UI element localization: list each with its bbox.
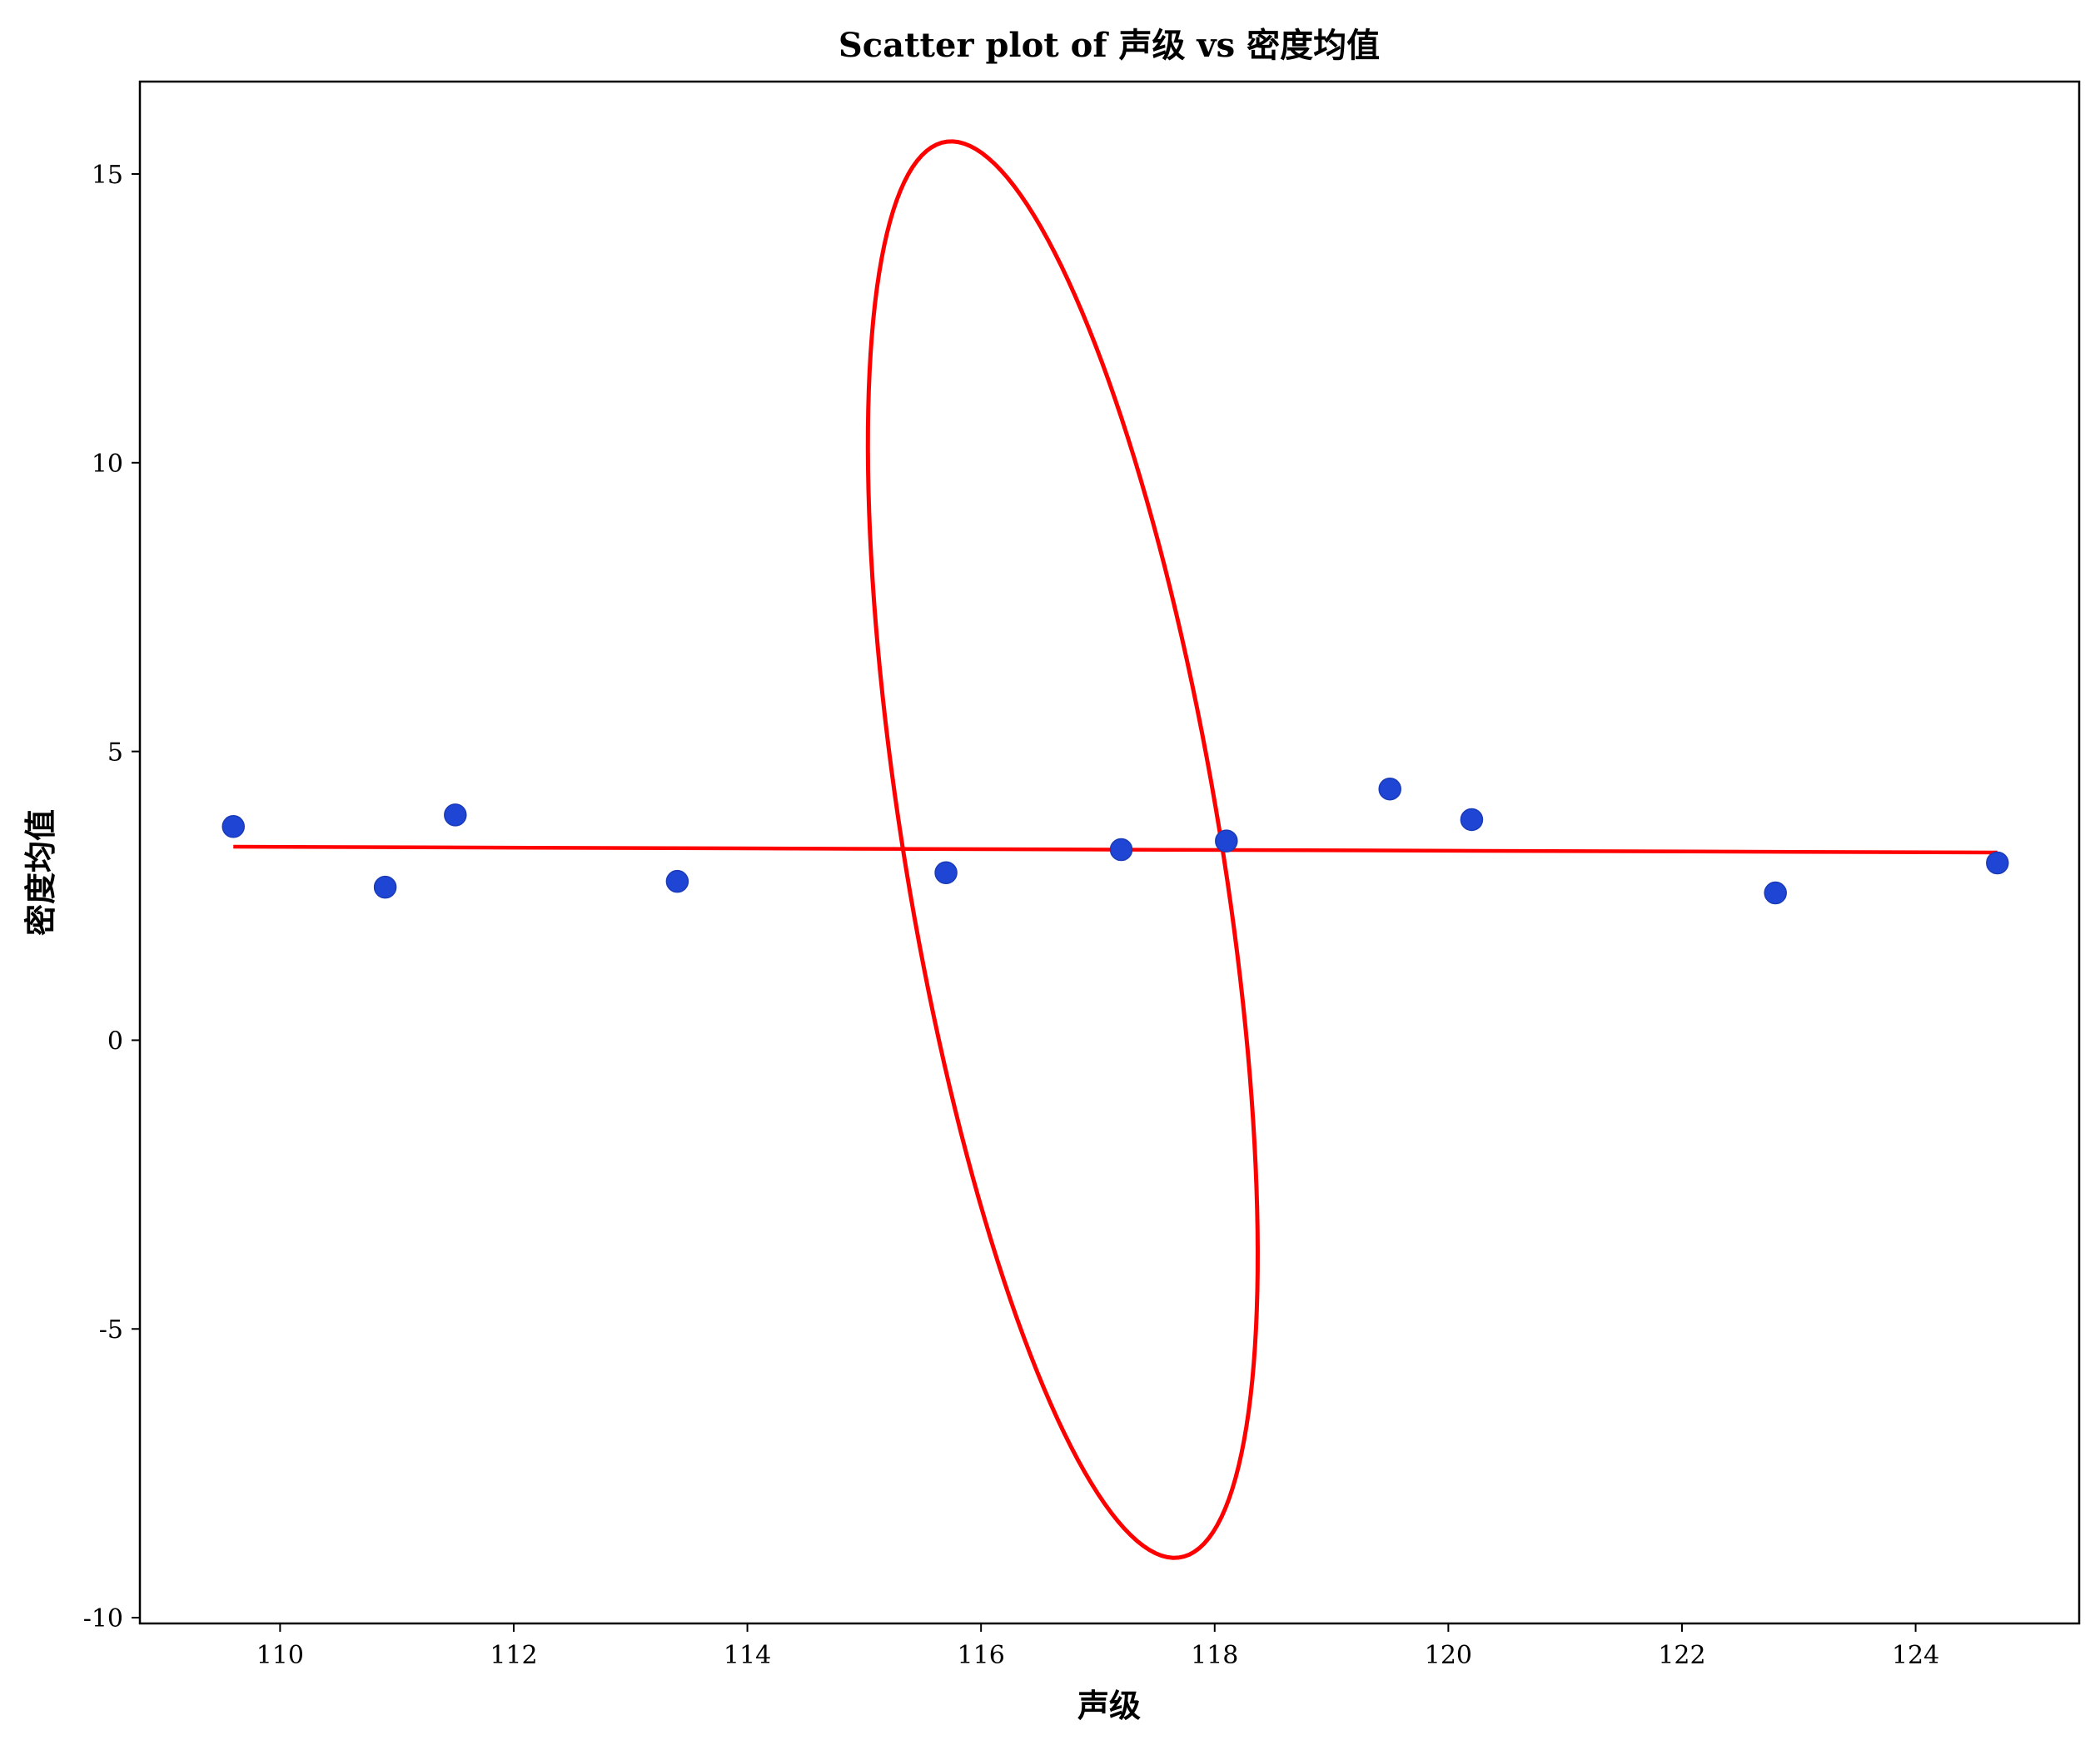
y-axis-ticks: -10 -5 0 5 10 15 [83, 161, 140, 1633]
y-tick-label: 15 [92, 161, 123, 190]
scatter-point [1378, 777, 1401, 801]
x-tick-label: 124 [1892, 1641, 1939, 1670]
x-axis-ticks: 110 112 114 116 118 120 122 124 [256, 1623, 1939, 1670]
plot-area [221, 139, 2009, 1560]
y-tick-label: -5 [99, 1315, 123, 1345]
scatter-point [1109, 838, 1133, 862]
y-tick-label: 10 [92, 450, 123, 479]
scatter-point [1215, 829, 1238, 853]
scatter-point [934, 861, 958, 885]
plot-frame [138, 80, 2081, 1625]
scatter-point [1764, 881, 1787, 905]
x-tick-label: 112 [490, 1641, 537, 1670]
x-axis-label: 声级 [1077, 1687, 1141, 1724]
scatter-point [665, 869, 689, 893]
x-tick-label: 110 [256, 1641, 304, 1670]
scatter-point [373, 875, 397, 899]
y-tick-label: 5 [107, 738, 123, 768]
x-tick-label: 116 [958, 1641, 1005, 1670]
x-tick-label: 120 [1425, 1641, 1472, 1670]
scatter-point [1986, 851, 2009, 875]
y-tick-label: -10 [83, 1604, 123, 1633]
y-tick-label: 0 [107, 1027, 123, 1056]
scatter-point [1460, 808, 1484, 832]
highlight-ellipse [865, 139, 1260, 1560]
x-tick-label: 114 [724, 1641, 771, 1670]
x-tick-label: 118 [1191, 1641, 1238, 1670]
y-axis-label: 密度均值 [22, 809, 59, 936]
scatter-point [444, 803, 467, 827]
x-tick-label: 122 [1658, 1641, 1705, 1670]
scatter-point [221, 815, 245, 838]
chart-title: Scatter plot of 声级 vs 密度均值 [839, 26, 1380, 65]
